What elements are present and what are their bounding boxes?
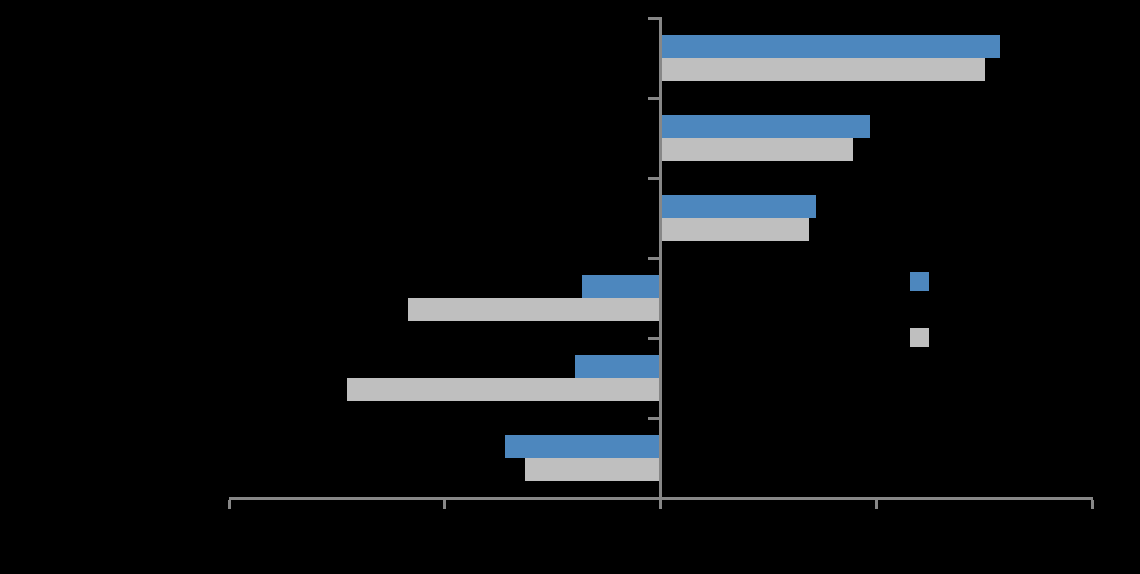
bar-series2-cat6 xyxy=(525,458,660,481)
y-axis-line xyxy=(658,17,662,500)
bar-series1-cat4 xyxy=(582,275,660,298)
bar-series2-cat1 xyxy=(661,58,985,81)
bar-series2-cat5 xyxy=(347,378,660,401)
y-axis-tick xyxy=(648,176,660,180)
bar-series2-cat2 xyxy=(661,138,854,161)
y-axis-tick xyxy=(648,256,660,260)
y-axis-tick xyxy=(648,416,660,420)
bar-series1-cat6 xyxy=(504,435,660,458)
bar-series1-cat1 xyxy=(661,35,1000,58)
bar-series1-cat2 xyxy=(661,115,871,138)
x-axis-tick xyxy=(227,500,231,509)
bar-series1-cat3 xyxy=(661,195,817,218)
y-axis-tick xyxy=(648,96,660,100)
x-axis-tick xyxy=(659,500,662,509)
bar-series2-cat4 xyxy=(407,298,660,321)
bar-series2-cat3 xyxy=(661,218,809,241)
x-axis-tick xyxy=(1090,500,1094,509)
bar-series1-cat5 xyxy=(574,355,660,378)
y-axis-tick xyxy=(648,336,660,340)
y-axis-tick xyxy=(648,16,660,20)
legend-swatch-series2 xyxy=(910,328,929,347)
x-axis-tick xyxy=(874,500,878,509)
legend-swatch-series1 xyxy=(910,272,929,291)
x-axis-tick xyxy=(443,500,447,509)
